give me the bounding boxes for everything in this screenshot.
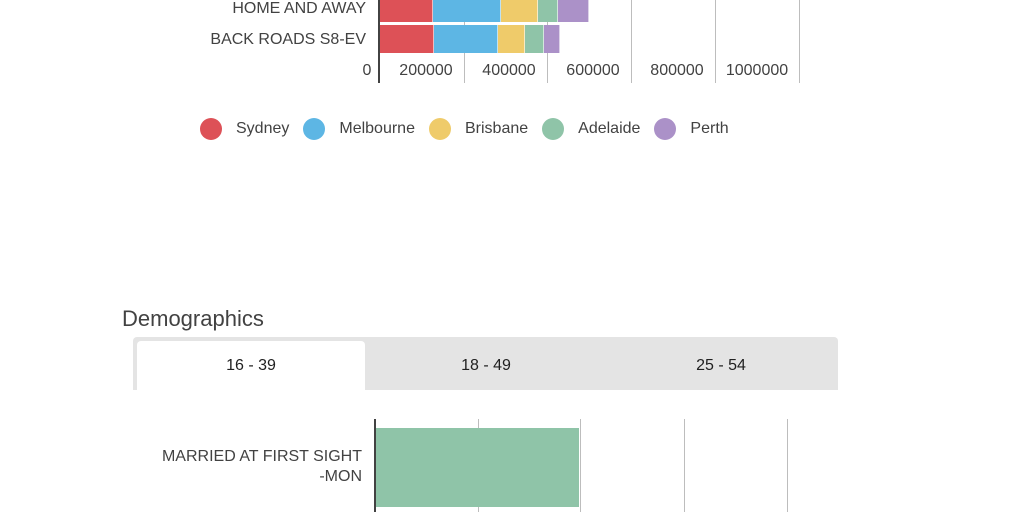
legend-item-adelaide[interactable]: Adelaide [542,118,640,140]
legend-dot-icon [542,118,565,140]
bar-segment-brisbane[interactable] [501,0,538,22]
section-title-demographics: Demographics [122,306,264,331]
gridline [580,419,581,512]
legend-dot-icon [200,118,222,140]
gridline [715,0,716,83]
row-label-back-roads: BACK ROADS S8-EV [210,31,366,48]
bar-segment-perth[interactable] [558,0,589,22]
x-tick-label: 600000 [566,62,620,79]
gridline [787,419,788,512]
x-tick-label: 800000 [650,62,704,79]
legend-dot-icon [428,118,451,140]
row-label-married-at-first-sight: MARRIED AT FIRST SIGHT -MON [162,447,362,487]
row-label-line: -MON [319,468,362,485]
legend-label: Melbourne [339,120,415,137]
tab-18-49[interactable]: 18 - 49 [372,341,600,390]
bar-segment-brisbane[interactable] [498,25,525,53]
demographics-chart: MARRIED AT FIRST SIGHT -MON [0,400,1024,512]
tab-label: 18 - 49 [461,356,511,374]
legend-label: Adelaide [578,120,641,137]
regional-audience-chart: HOME AND AWAY BACK ROADS S8-EV 0 200000 … [0,0,1024,90]
x-tick-label: 0 [362,62,372,79]
y-axis-line [378,0,380,83]
tab-25-54[interactable]: 25 - 54 [607,341,835,390]
bar-married-at-first-sight[interactable] [376,428,579,507]
x-tick-label: 1000000 [725,62,789,79]
bar-segment-perth[interactable] [544,25,560,53]
tab-label: 16 - 39 [226,356,276,374]
demographic-tabs: 16 - 39 18 - 49 25 - 54 [133,337,838,390]
stacked-bar-home-and-away[interactable] [380,0,589,22]
legend-item-melbourne[interactable]: Melbourne [303,118,415,140]
legend-item-perth[interactable]: Perth [654,118,729,140]
row-label-line: MARRIED AT FIRST SIGHT [161,448,362,465]
gridline [799,0,800,83]
chart-legend: Sydney Melbourne Brisbane Adelaide Perth [200,117,743,141]
tab-label: 25 - 54 [696,356,746,374]
legend-dot-icon [654,118,677,140]
legend-item-sydney[interactable]: Sydney [200,118,289,140]
bar-segment-melbourne[interactable] [434,25,498,53]
x-tick-label: 200000 [399,62,453,79]
stacked-bar-back-roads[interactable] [380,25,560,53]
bar-segment-adelaide[interactable] [525,25,544,53]
bar-segment-sydney[interactable] [380,0,433,22]
legend-label: Perth [690,120,729,137]
gridline [631,0,632,83]
bar-segment-adelaide[interactable] [538,0,558,22]
gridline [684,419,685,512]
legend-label: Sydney [236,120,290,137]
bar-segment-melbourne[interactable] [433,0,501,22]
row-label-home-and-away: HOME AND AWAY [232,0,366,17]
legend-item-brisbane[interactable]: Brisbane [428,118,529,140]
tab-16-39[interactable]: 16 - 39 [137,341,365,390]
legend-label: Brisbane [464,120,529,137]
y-axis-line [374,419,376,512]
bar-segment-sydney[interactable] [380,25,434,53]
legend-dot-icon [303,118,326,140]
x-tick-label: 400000 [482,62,536,79]
